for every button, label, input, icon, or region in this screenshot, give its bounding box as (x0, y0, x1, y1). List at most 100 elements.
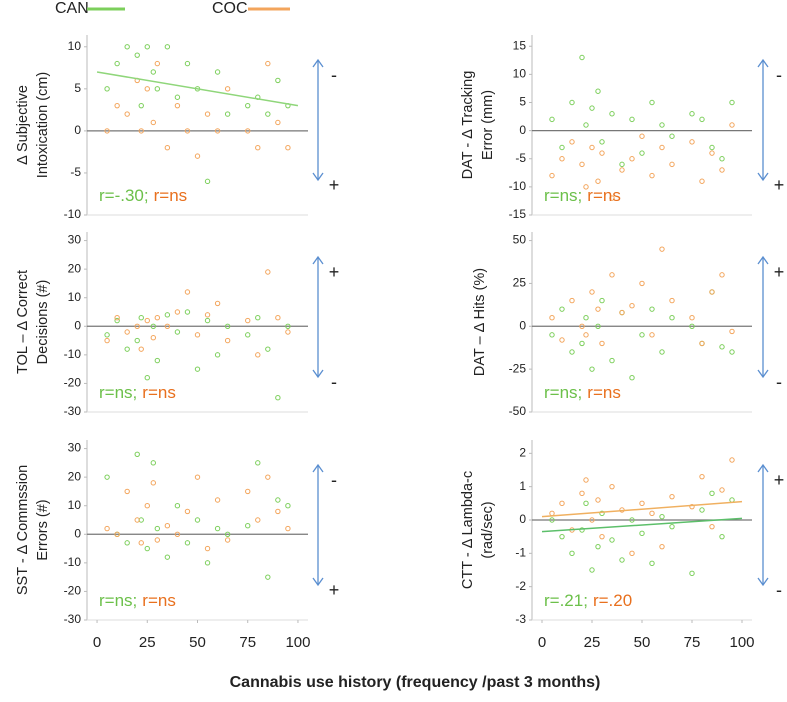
y-tick-label: -20 (64, 376, 82, 390)
data-point (669, 161, 675, 168)
y-tick-label: 10 (68, 498, 82, 512)
correlation-text: r=ns (154, 186, 188, 205)
data-point (184, 289, 191, 295)
y-tick-label: -20 (64, 584, 82, 598)
data-point (194, 517, 201, 523)
x-tick-label: 50 (634, 634, 651, 651)
data-point (689, 111, 695, 117)
direction-label: - (331, 372, 337, 392)
data-point (559, 306, 565, 312)
data-point (204, 545, 211, 552)
data-point (154, 357, 161, 364)
y-tick-label: -30 (64, 404, 82, 418)
arrow-head (312, 255, 324, 265)
data-point (214, 300, 221, 307)
data-point (285, 145, 291, 151)
data-point (699, 178, 705, 184)
arrow-head (312, 172, 324, 182)
data-point (619, 309, 625, 316)
data-point (265, 574, 271, 580)
correlation-annotation: r=-.30; r=ns (99, 186, 187, 205)
data-point (669, 493, 675, 500)
y-tick-label: -10 (64, 555, 82, 569)
data-point (174, 94, 181, 100)
y-tick-label: -30 (64, 612, 82, 626)
data-point (275, 315, 281, 321)
data-point (669, 133, 675, 139)
y-tick-label: -1 (515, 546, 526, 560)
data-point (559, 533, 565, 540)
data-point (285, 329, 291, 335)
data-point (569, 99, 575, 106)
data-point (164, 44, 171, 50)
data-point (609, 111, 615, 117)
arrow-head (757, 58, 769, 68)
data-point (629, 116, 635, 123)
x-tick-label: 75 (239, 634, 256, 651)
y-tick-label: -2 (515, 579, 526, 593)
data-point (104, 337, 110, 344)
data-point (184, 309, 191, 315)
data-point (144, 503, 150, 509)
x-tick-label: 0 (93, 634, 101, 651)
data-point (124, 111, 130, 117)
data-point (579, 527, 585, 533)
data-point (154, 525, 161, 532)
data-point (138, 128, 144, 134)
x-tick-label: 0 (538, 634, 546, 651)
data-point (255, 315, 261, 321)
data-point (144, 86, 150, 92)
data-point (204, 560, 211, 566)
data-point (265, 60, 271, 67)
y-tick-label: 5 (74, 81, 81, 95)
correlation-text: r=ns; (544, 383, 582, 402)
data-point (583, 122, 589, 128)
data-point (184, 540, 191, 546)
data-point (579, 54, 585, 61)
data-point (629, 375, 635, 381)
data-point (579, 340, 585, 347)
data-point (114, 102, 120, 109)
correlation-text: r=ns (587, 186, 621, 205)
y-axis-label: Δ Subjective (15, 85, 31, 165)
data-point (245, 488, 251, 495)
data-point (154, 86, 161, 92)
direction-label: - (331, 470, 337, 490)
data-point (245, 523, 251, 529)
data-point (154, 537, 161, 543)
y-tick-label: 10 (513, 67, 527, 81)
data-point (174, 503, 181, 509)
arrow-head (757, 577, 769, 587)
data-point (639, 150, 645, 156)
data-point (639, 332, 645, 338)
data-point (138, 346, 144, 352)
data-point (204, 178, 211, 185)
data-point (599, 510, 605, 517)
y-axis-label: (rad/sec) (480, 501, 496, 558)
data-point (255, 460, 261, 466)
correlation-text: r=.20 (593, 591, 632, 610)
direction-label: - (776, 580, 782, 600)
data-point (275, 395, 281, 401)
data-point (265, 346, 271, 352)
y-tick-label: -5 (70, 165, 81, 179)
data-point (134, 337, 140, 344)
x-tick-label: 50 (189, 634, 206, 651)
data-point (609, 483, 615, 490)
data-point (138, 315, 144, 321)
data-point (224, 323, 231, 329)
y-tick-label: -10 (64, 207, 82, 221)
data-point (599, 150, 605, 156)
y-axis-label: Error (mm) (480, 90, 496, 160)
data-point (265, 474, 271, 480)
trend-line (96, 71, 299, 107)
data-point (245, 102, 251, 109)
data-point (204, 312, 211, 318)
y-tick-label: 30 (68, 441, 82, 455)
data-point (559, 144, 565, 151)
y-axis-label: DAT – Δ Hits (%) (472, 268, 488, 376)
data-point (164, 523, 171, 529)
x-tick-label: 25 (584, 634, 601, 651)
data-point (174, 531, 181, 537)
data-point (150, 335, 157, 341)
